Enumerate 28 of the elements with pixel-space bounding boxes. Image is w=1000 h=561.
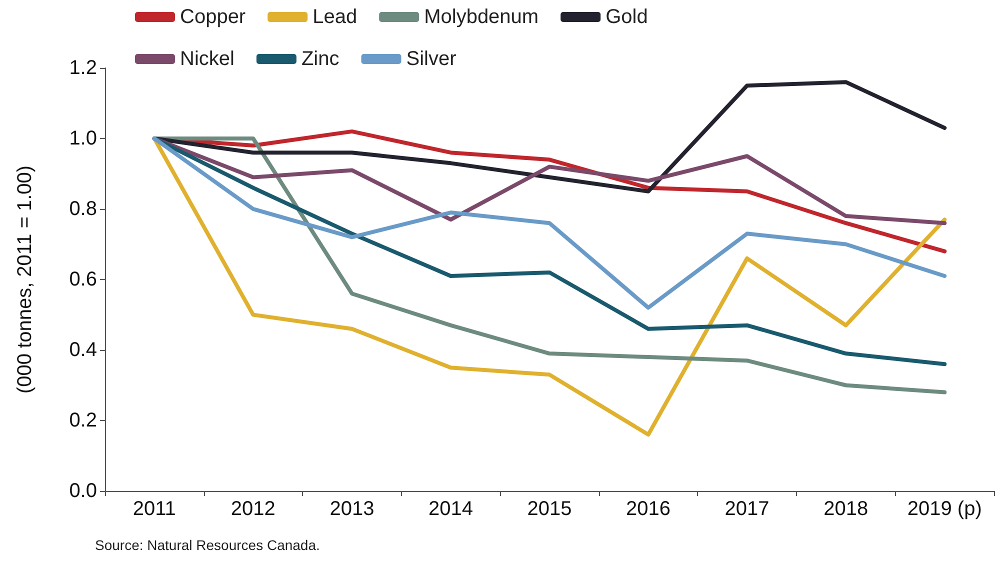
x-tick-label: 2011: [132, 498, 176, 520]
y-tick-label: 0.4: [69, 339, 97, 361]
y-tick-label: 0.8: [69, 198, 97, 220]
x-tick-label: 2012: [230, 498, 276, 520]
line-series: [152, 80, 947, 194]
x-tick-label: 2016: [626, 498, 671, 520]
legend-label: Zinc: [301, 48, 340, 70]
x-tick-label: 2019 (p): [907, 498, 982, 520]
x-tick-label: 2017: [724, 498, 770, 520]
legend-label: Nickel: [180, 48, 234, 70]
y-tick-label: 1.0: [69, 128, 97, 150]
y-tick-label: 0.2: [69, 410, 97, 432]
y-tick-label: 0.6: [69, 268, 97, 290]
source-note: Source: Natural Resources Canada.: [95, 537, 320, 553]
x-tick-label: 2014: [428, 498, 473, 520]
legend-label: Silver: [406, 48, 457, 70]
line-series: [152, 136, 947, 310]
y-axis-title: (000 tonnes, 2011 = 1.00): [14, 165, 36, 394]
x-tick-label: 2018: [824, 498, 868, 520]
x-tick-label: 2013: [330, 498, 374, 520]
y-tick-label: 1.2: [69, 57, 97, 79]
legend-label: Molybdenum: [424, 6, 539, 28]
y-tick-label: 0.0: [69, 480, 97, 502]
legend-label: Lead: [312, 6, 358, 28]
line-series: [152, 136, 947, 226]
legend-label: Copper: [180, 6, 246, 28]
x-tick-label: 2015: [527, 498, 572, 520]
legend-label: Gold: [606, 6, 648, 28]
